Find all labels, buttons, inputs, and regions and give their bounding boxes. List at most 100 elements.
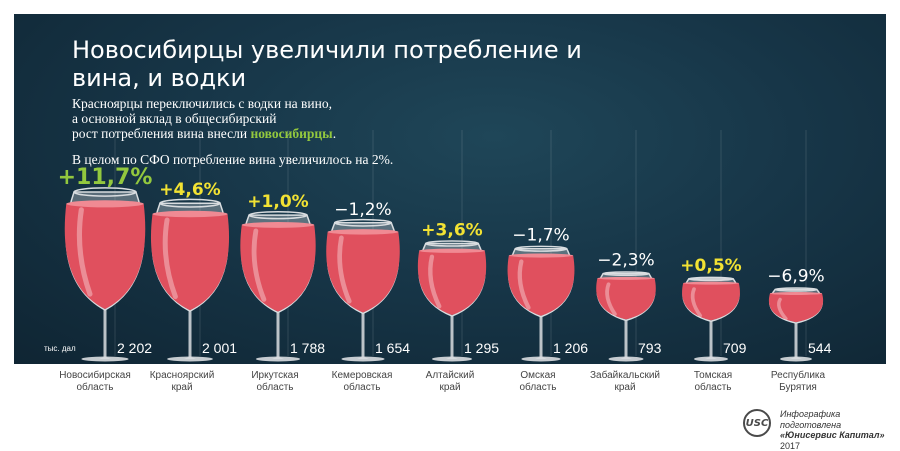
chart-title: Новосибирцы увеличили потребление и вина… [72, 36, 582, 92]
glass-rim [514, 245, 568, 252]
glass-rim [159, 198, 221, 208]
value-label: 709 [723, 340, 747, 356]
glass-rim [602, 271, 650, 277]
category-label-line: Забайкальский [590, 370, 660, 381]
category-label-line: Иркутская [251, 370, 299, 381]
category-label-line: область [694, 382, 732, 393]
glass-stem [705, 321, 717, 359]
wine-bar [64, 203, 146, 309]
category-label-line: край [171, 382, 193, 393]
glass-stem [790, 323, 802, 359]
glass-7 [596, 271, 656, 362]
glass-5 [417, 240, 487, 362]
glass-1 [64, 187, 146, 362]
glass-highlight [690, 287, 703, 318]
wine-surface [769, 292, 823, 296]
unit-label: тыс. дал [44, 344, 76, 353]
category-label-line: область [343, 382, 381, 393]
change-label: −1,7% [512, 226, 569, 246]
category-label: Алтайский край [395, 370, 505, 394]
glass-highlight [777, 297, 788, 321]
glass-stem [272, 312, 284, 359]
glass-stem [535, 316, 547, 359]
change-label: +1,0% [247, 192, 308, 212]
subtitle-line-1: Красноярцы переключились с водки на вино… [72, 96, 332, 111]
value-label: 544 [808, 340, 832, 356]
wine-bar [326, 231, 400, 313]
category-label: Иркутская область [220, 370, 330, 394]
category-label: Новосибирская область [40, 370, 150, 394]
value-label: 1 206 [553, 340, 588, 356]
glass-rim [424, 240, 480, 247]
glass-highlight [76, 207, 93, 297]
glass-highlight [428, 254, 442, 309]
value-label: 1 295 [464, 340, 499, 356]
glass-stem [184, 311, 196, 359]
category-label: Омская область [483, 370, 593, 394]
glass-highlight [251, 228, 267, 302]
glass-highlight [605, 282, 617, 316]
glass-4 [326, 218, 400, 362]
category-label-line: Томская [693, 370, 733, 381]
value-label: 793 [638, 340, 662, 356]
change-label: −2,3% [597, 251, 654, 271]
value-label: 2 001 [202, 340, 237, 356]
category-label-line: Омская [520, 370, 556, 381]
wine-bar [682, 283, 740, 321]
wine-bar [240, 224, 316, 312]
wine-bar [417, 250, 487, 316]
subtitle-line-3-end: . [332, 126, 337, 141]
chart-subtitle: Красноярцы переключились с водки на вино… [72, 96, 472, 141]
change-label: +4,6% [159, 180, 220, 200]
glass-highlight [517, 259, 531, 310]
category-label: Кемеровская область [307, 370, 417, 394]
glass-3 [240, 211, 316, 362]
glass-stem [357, 313, 369, 359]
category-label: Красноярский край [127, 370, 237, 394]
change-label: +3,6% [421, 221, 482, 241]
glass-rim [333, 218, 393, 227]
change-label: +11,7% [58, 165, 153, 190]
value-label: 1 654 [375, 340, 410, 356]
chart-note: В целом по СФО потребление вина увеличил… [72, 152, 394, 167]
category-label-line: область [519, 382, 557, 393]
usc-logo: USC [743, 409, 771, 437]
subtitle-line-2: а основной вклад в общесибирский [72, 111, 277, 126]
change-label: −6,9% [767, 267, 824, 287]
category-label: Республика Бурятия [743, 370, 853, 394]
subtitle-highlight: новосибирцы [250, 126, 333, 141]
wine-surface [152, 210, 228, 218]
value-label: 1 788 [290, 340, 325, 356]
wine-surface [508, 253, 574, 258]
credit-line-3: 2017 [780, 440, 801, 451]
wine-bar [150, 213, 230, 311]
subtitle-line-3: рост потребления вина внесли [72, 126, 251, 141]
glass-rim [248, 211, 308, 220]
value-label: 2 202 [117, 340, 152, 356]
glass-highlight [337, 235, 352, 304]
category-label-line: Красноярский [149, 370, 215, 381]
category-label-line: область [256, 382, 294, 393]
glass-stem [99, 310, 111, 359]
change-label: −1,2% [334, 200, 391, 220]
glass-highlight [162, 217, 178, 300]
wine-surface [683, 281, 739, 285]
glass-2 [150, 198, 230, 362]
wine-surface [66, 200, 144, 208]
glass-rim [73, 187, 137, 197]
category-label-line: Новосибирская [59, 370, 131, 381]
change-label: +0,5% [680, 256, 741, 276]
glass-stem [620, 320, 632, 359]
category-label: Томская область [658, 370, 768, 394]
glass-8 [682, 276, 740, 362]
wine-surface [327, 229, 399, 235]
category-label-line: край [439, 382, 461, 393]
category-label-line: Кемеровская [331, 370, 393, 381]
wine-bar [768, 293, 824, 323]
category-label-line: Республика [770, 370, 826, 381]
credit-line-2: «Юнисервис Капитал» [780, 430, 885, 440]
category-label-line: область [76, 382, 114, 393]
wine-surface [419, 248, 485, 253]
category-label: Забайкальский край [570, 370, 680, 394]
